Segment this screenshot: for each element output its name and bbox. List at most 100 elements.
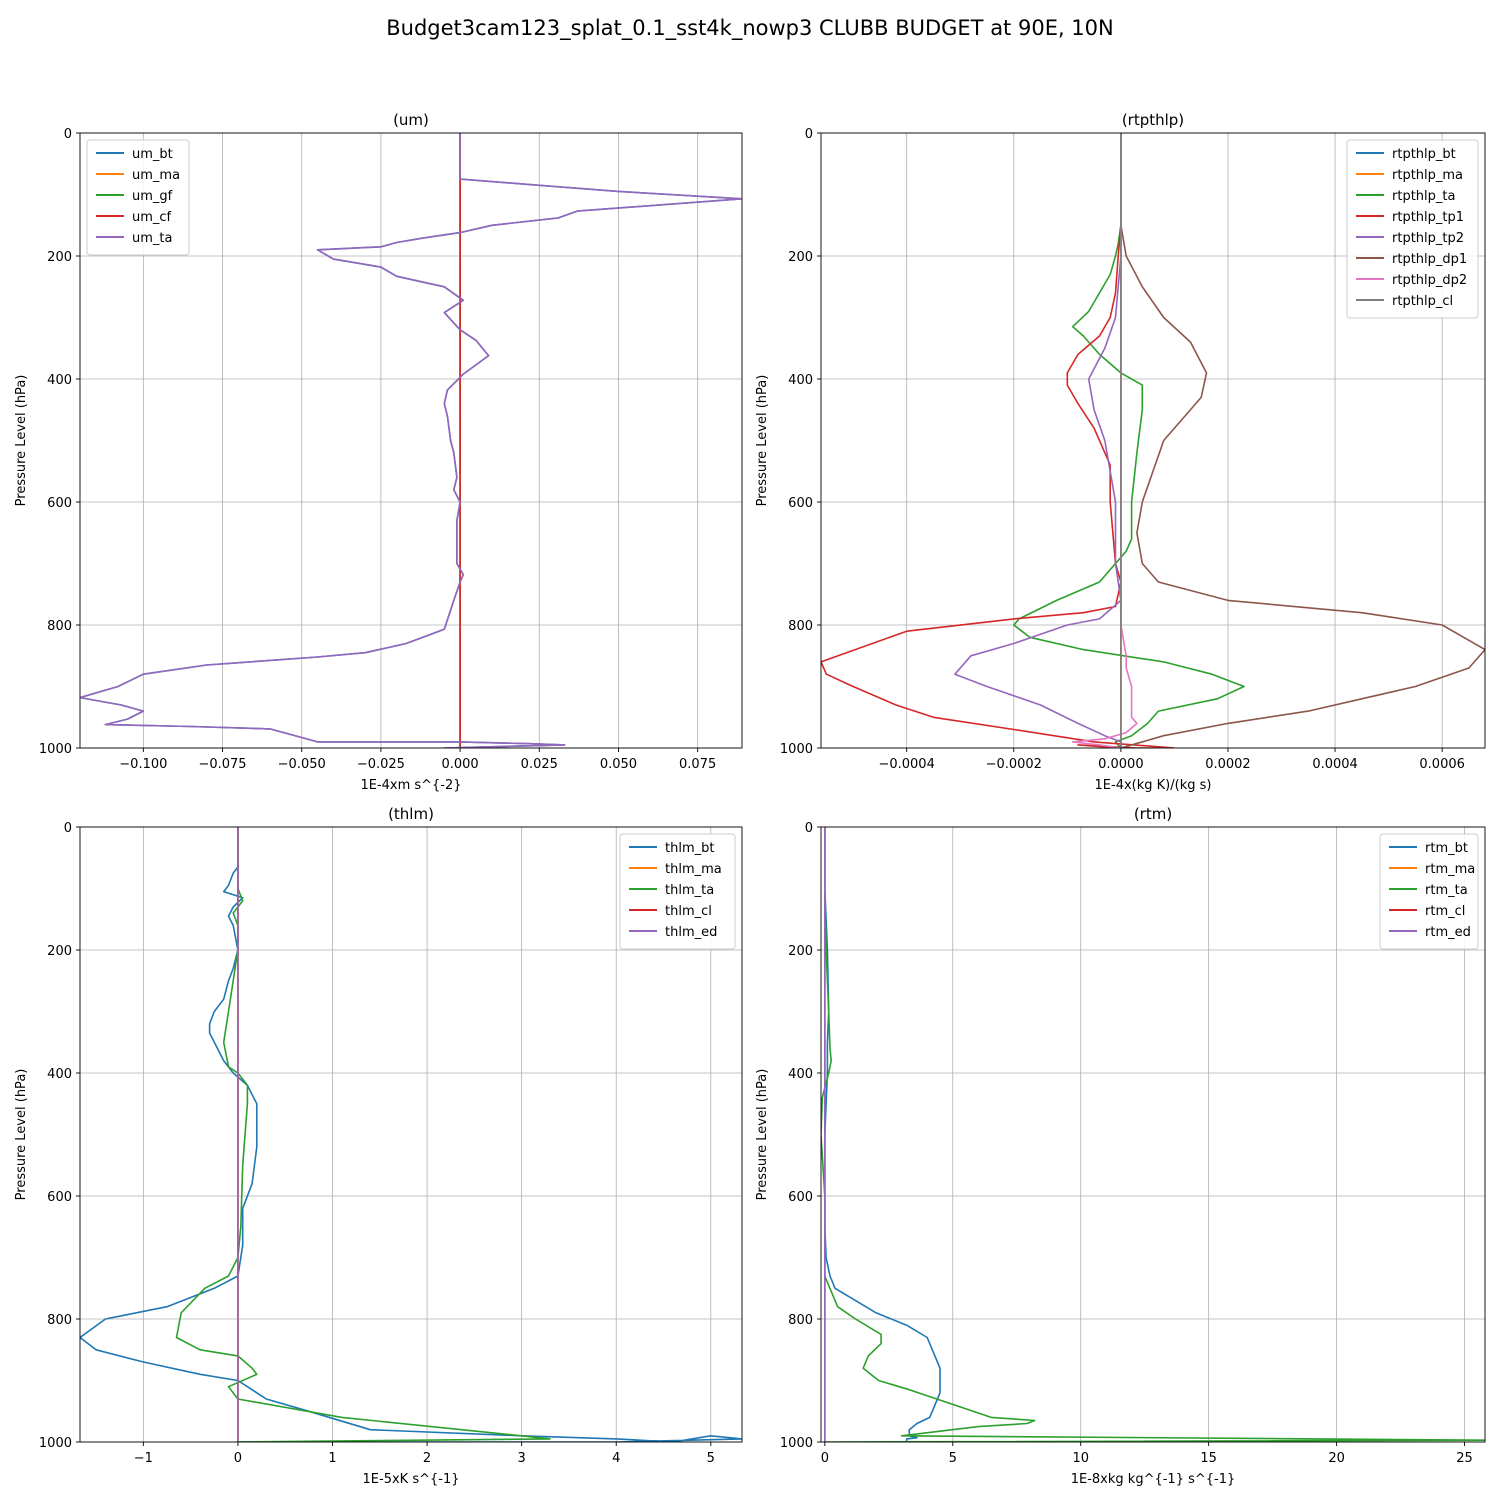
x-tick-label: 0.0004	[1312, 757, 1358, 772]
legend-label-um_ma: um_ma	[132, 168, 180, 183]
x-tick-label: −1	[134, 1451, 153, 1466]
x-tick-label: 5	[949, 1451, 957, 1466]
x-axis-label: 1E-5xK s^{-1}	[363, 1472, 460, 1487]
x-tick-label: −0.025	[357, 757, 405, 772]
series-line-rtpthlp_dp2	[1071, 133, 1138, 748]
legend-label-rtm_cl: rtm_cl	[1425, 904, 1465, 919]
x-tick-label: 0	[821, 1451, 829, 1466]
series-line-thlm_ta	[175, 827, 551, 1442]
legend: rtm_bt rtm_ma rtm_ta rtm_cl rtm_ed	[1379, 833, 1479, 950]
y-tick-label: 1000	[780, 742, 813, 757]
series-line-rtm_ta	[821, 827, 1485, 1442]
x-tick-label: −0.100	[119, 757, 167, 772]
series-group	[80, 133, 742, 748]
axes-frame	[820, 132, 1486, 749]
legend-label-um_ta: um_ta	[132, 231, 172, 246]
series-line-rtpthlp_dp1	[1120, 133, 1485, 748]
legend-label-rtpthlp_ma: rtpthlp_ma	[1392, 168, 1463, 183]
x-tick-label: 0.0002	[1205, 757, 1251, 772]
subplot-title: (rtm)	[1134, 805, 1172, 823]
y-tick-label: 400	[47, 373, 72, 388]
subplot-title: (rtpthlp)	[1122, 111, 1184, 129]
series-line-rtpthlp_tp1	[821, 133, 1176, 748]
x-tick-label: 2	[423, 1451, 431, 1466]
y-tick-label: 600	[47, 1190, 72, 1205]
y-tick-label: 0	[64, 127, 72, 142]
y-tick-label: 600	[47, 496, 72, 511]
legend-label-rtpthlp_dp2: rtpthlp_dp2	[1392, 273, 1467, 288]
legend: um_bt um_ma um_gf um_cf um_ta	[86, 139, 190, 256]
x-tick-label: 0.000	[441, 757, 478, 772]
x-tick-label: 0.025	[521, 757, 558, 772]
y-tick-label: 200	[788, 250, 813, 265]
legend-label-rtpthlp_ta: rtpthlp_ta	[1392, 189, 1455, 204]
legend: rtpthlp_bt rtpthlp_ma rtpthlp_ta rtpthlp_tp…	[1346, 139, 1479, 319]
y-tick-label: 200	[788, 944, 813, 959]
axes-frame	[820, 826, 1486, 1443]
y-tick-label: 0	[64, 821, 72, 836]
series-line-rtpthlp_tp2	[954, 133, 1122, 748]
legend: thlm_bt thlm_ma thlm_ta thlm_cl thlm_ed	[619, 833, 736, 950]
series-line-rtpthlp_ta	[1013, 133, 1245, 748]
subplot-title: (um)	[393, 111, 429, 129]
legend-label-rtpthlp_bt: rtpthlp_bt	[1392, 147, 1456, 162]
legend-label-thlm_bt: thlm_bt	[665, 841, 714, 856]
x-tick-label: 0.050	[600, 757, 637, 772]
y-tick-label: 0	[805, 127, 813, 142]
legend-label-rtm_ta: rtm_ta	[1425, 883, 1468, 898]
subplot-3: 0 5 10 15 20 25 0 200 400 600 800 1000 (rtm) 1E-8xkg …	[755, 805, 1486, 1487]
legend-label-rtpthlp_dp1: rtpthlp_dp1	[1392, 252, 1467, 267]
legend-label-thlm_cl: thlm_cl	[665, 904, 712, 919]
y-axis-label: Pressure Level (hPa)	[755, 375, 770, 507]
legend-label-thlm_ta: thlm_ta	[665, 883, 714, 898]
y-tick-label: 800	[47, 619, 72, 634]
legend-label-rtpthlp_tp2: rtpthlp_tp2	[1392, 231, 1464, 246]
y-tick-label: 1000	[780, 1436, 813, 1451]
legend-label-thlm_ed: thlm_ed	[665, 925, 717, 940]
subplot-title: (thlm)	[388, 805, 434, 823]
x-tick-label: 20	[1328, 1451, 1345, 1466]
y-axis-label: Pressure Level (hPa)	[14, 1069, 29, 1201]
x-tick-label: −0.075	[198, 757, 246, 772]
series-line-thlm_bt	[80, 827, 742, 1442]
figure-title: Budget3cam123_splat_0.1_sst4k_nowp3 CLUB…	[386, 16, 1114, 40]
x-tick-label: 0.075	[679, 757, 716, 772]
subplot-1: −0.0004 −0.0002 0.0000 0.0002 0.0004 0.0006 0 2…	[755, 111, 1486, 793]
x-tick-label: −0.0004	[878, 757, 934, 772]
y-tick-label: 400	[47, 1067, 72, 1082]
legend-box	[1346, 139, 1479, 319]
x-tick-label: −0.050	[278, 757, 326, 772]
series-group	[80, 827, 742, 1442]
series-group	[821, 133, 1485, 748]
y-tick-label: 400	[788, 373, 813, 388]
legend-box	[86, 139, 190, 256]
legend-label-um_gf: um_gf	[132, 189, 173, 204]
x-tick-label: 1	[328, 1451, 336, 1466]
legend-label-rtm_ma: rtm_ma	[1425, 862, 1475, 877]
x-axis-label: 1E-8xkg kg^{-1} s^{-1}	[1071, 1472, 1236, 1487]
y-tick-label: 1000	[39, 1436, 72, 1451]
y-axis-label: Pressure Level (hPa)	[14, 375, 29, 507]
legend-box	[619, 833, 736, 950]
x-tick-label: 10	[1072, 1451, 1089, 1466]
x-tick-label: 3	[518, 1451, 526, 1466]
x-tick-label: 0.0006	[1419, 757, 1465, 772]
y-tick-label: 200	[47, 944, 72, 959]
y-tick-label: 600	[788, 496, 813, 511]
subplot-0: −0.100 −0.075 −0.050 −0.025 0.000 0.025 0.050 0…	[14, 111, 743, 793]
y-tick-label: 800	[47, 1313, 72, 1328]
x-axis-label: 1E-4xm s^{-2}	[360, 778, 461, 793]
x-tick-label: 25	[1456, 1451, 1473, 1466]
x-tick-label: 0	[234, 1451, 242, 1466]
legend-label-rtm_ed: rtm_ed	[1425, 925, 1471, 940]
y-axis-label: Pressure Level (hPa)	[755, 1069, 770, 1201]
legend-label-rtpthlp_cl: rtpthlp_cl	[1392, 294, 1453, 309]
y-tick-label: 400	[788, 1067, 813, 1082]
series-group	[821, 827, 1485, 1442]
legend-box	[1379, 833, 1479, 950]
axes-frame	[79, 826, 743, 1443]
y-tick-label: 0	[805, 821, 813, 836]
legend-label-rtm_bt: rtm_bt	[1425, 841, 1468, 856]
axes-frame	[79, 132, 743, 749]
